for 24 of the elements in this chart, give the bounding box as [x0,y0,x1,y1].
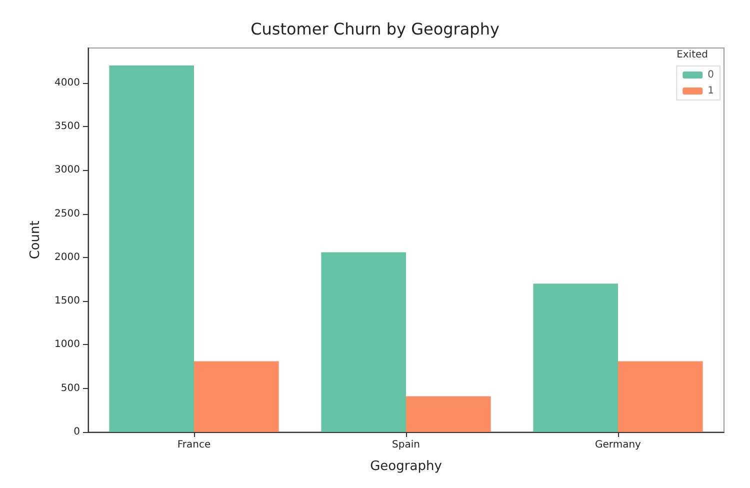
y-tick-label: 1000 [54,339,80,350]
legend-title: Exited [676,50,708,60]
y-tick-label: 2500 [54,208,80,220]
y-tick-label: 2000 [54,252,80,263]
x-tick-label: Germany [595,440,642,450]
legend-label: 1 [708,86,714,96]
y-tick-label: 3500 [54,121,80,132]
bar [618,361,703,432]
y-tick-label: 3000 [54,164,80,176]
x-tick-label: France [177,440,211,450]
y-tick-label: 1500 [54,296,80,307]
y-tick-label: 500 [60,382,80,394]
bar [406,396,491,432]
y-tick-label: 4000 [54,77,80,88]
chart-title: Customer Churn by Geography [250,20,500,38]
y-axis-title: Count [28,220,43,260]
y-tick-label: 0 [74,426,80,438]
bar [533,284,618,432]
bar [321,252,406,432]
x-axis-title: Geography [370,459,442,474]
bar [194,361,279,432]
bar [109,65,194,432]
legend-label: 0 [708,70,714,80]
x-tick-label: Spain [392,440,420,450]
